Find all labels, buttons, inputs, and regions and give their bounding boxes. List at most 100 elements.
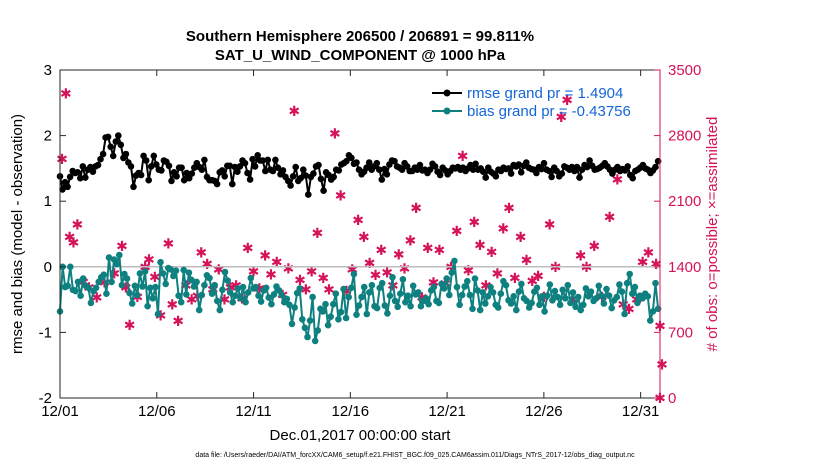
obs-marker: ✱: [567, 293, 579, 309]
obs-marker: ✱: [68, 235, 80, 251]
bias-point: [430, 283, 438, 291]
bias-point: [360, 283, 368, 291]
rmse-point: [482, 174, 490, 181]
rmse-point: [259, 157, 267, 164]
rmse-point: [505, 165, 512, 172]
obs-marker: ✱: [561, 93, 573, 109]
obs-marker: ✱: [143, 252, 155, 268]
rmse-point: [538, 165, 545, 173]
bias-point: [368, 281, 376, 289]
y-left-tick-label: -2: [39, 390, 52, 407]
bias-point: [618, 288, 626, 296]
obs-marker: ✱: [457, 149, 469, 165]
rmse-point: [59, 186, 66, 193]
rmse-point: [183, 169, 190, 177]
bias-point: [572, 303, 579, 311]
rmse-point: [398, 166, 406, 173]
rmse-point: [279, 167, 287, 174]
bias-point: [131, 282, 139, 290]
rmse-point: [244, 169, 251, 177]
bias-point: [167, 266, 175, 273]
x-tick-label: 12/21: [428, 403, 466, 420]
rmse-point: [109, 152, 117, 160]
obs-marker: ✱: [410, 201, 422, 217]
bias-point: [296, 285, 304, 292]
bias-point: [476, 306, 484, 314]
obs-marker: ✱: [213, 263, 225, 279]
bias-point: [373, 304, 381, 312]
rmse-point: [416, 161, 424, 169]
rmse-point: [74, 169, 81, 176]
rmse-point: [540, 159, 548, 167]
bias-point: [484, 293, 492, 300]
obs-marker: ✱: [515, 230, 527, 246]
bias-point: [453, 283, 461, 291]
bias-point: [224, 277, 231, 284]
rmse-point: [246, 176, 254, 183]
bias-point: [332, 290, 340, 298]
obs-marker: ✱: [108, 266, 120, 282]
obs-marker: ✱: [224, 280, 236, 296]
x-axis-ticks: 12/01 12/06 12/11 12/16 12/21 12/26 12/31: [41, 70, 659, 420]
data-file-footnote: data file: /Users/raeder/DAI/ATM_forcXX/…: [195, 452, 635, 459]
bias-point: [466, 291, 474, 299]
x-tick-label: 12/11: [235, 403, 271, 420]
obs-marker: ✱: [656, 357, 668, 373]
y-right-tick-label: 0: [668, 390, 676, 407]
bias-point: [603, 285, 610, 293]
bias-point: [257, 298, 265, 305]
bias-point: [613, 293, 621, 301]
bias-point: [507, 300, 515, 307]
bias-point: [311, 337, 319, 345]
bias-point: [564, 281, 572, 289]
obs-marker: ✱: [643, 246, 655, 262]
rmse-point: [145, 176, 152, 184]
bias-point: [440, 285, 448, 292]
y-left-tick-label: 2: [44, 128, 52, 145]
rmse-point: [130, 183, 137, 191]
bias-point: [471, 275, 479, 282]
bias-point: [502, 281, 510, 289]
bias-point: [554, 293, 561, 301]
rmse-point: [472, 160, 479, 168]
obs-marker: ✱: [375, 243, 387, 259]
obs-marker: ✱: [294, 273, 306, 289]
rmse-point: [317, 175, 325, 183]
y-axis-left-ticks: -2 -1 0 1 2 3: [39, 62, 66, 407]
rmse-point: [188, 170, 196, 177]
y-right-tick-label: 2800: [668, 128, 701, 145]
bias-point: [363, 310, 371, 318]
bias-point: [172, 267, 180, 275]
obs-series: ✱✱✱✱✱✱✱✱✱✱✱✱✱✱✱✱✱✱✱✱✱✱✱✱✱✱✱✱✱✱✱✱✱✱ ✱✱✱✱✱✱…: [56, 86, 668, 407]
bias-point: [206, 274, 213, 282]
bias-point: [306, 317, 314, 324]
rmse-point: [66, 173, 74, 181]
bias-point: [345, 293, 353, 301]
bias-point: [541, 308, 548, 315]
bias-point: [397, 290, 404, 298]
obs-marker: ✱: [329, 127, 341, 143]
rmse-point: [77, 174, 84, 182]
bias-point: [461, 283, 469, 290]
rmse-point: [79, 163, 87, 170]
bias-point: [327, 313, 335, 321]
rmse-series: [56, 132, 662, 198]
bias-point: [195, 306, 203, 314]
bias-point: [159, 270, 167, 277]
bias-point: [391, 297, 399, 305]
rmse-point: [94, 161, 102, 169]
bias-point: [384, 310, 391, 317]
rmse-point: [117, 141, 125, 149]
rmse-point: [122, 150, 130, 158]
obs-marker: ✱: [474, 238, 486, 254]
obs-marker: ✱: [283, 262, 295, 278]
rmse-point: [107, 143, 114, 151]
rmse-point: [391, 157, 398, 165]
rmse-point: [272, 156, 279, 164]
obs-marker: ✱: [526, 274, 538, 290]
bias-point: [402, 298, 409, 306]
bias-point: [652, 279, 659, 287]
bias-point: [448, 269, 456, 277]
obs-marker: ✱: [364, 256, 376, 272]
y-right-tick-label: 2100: [668, 193, 701, 210]
